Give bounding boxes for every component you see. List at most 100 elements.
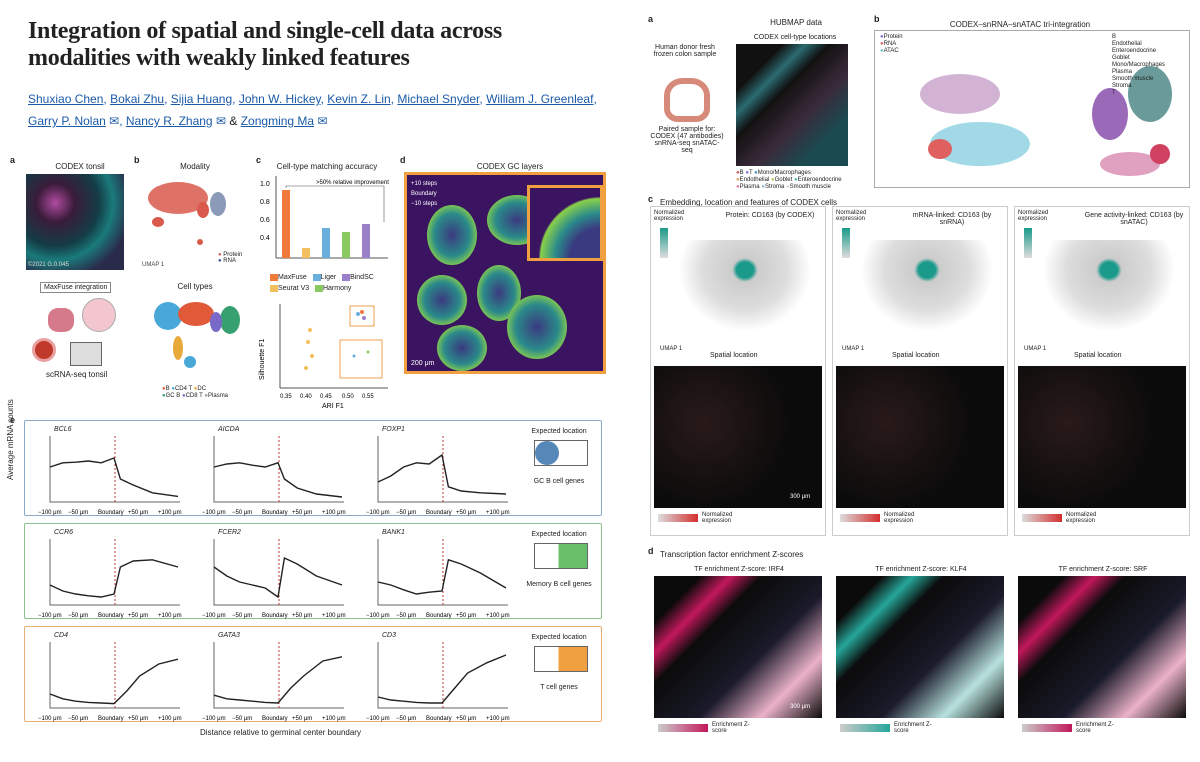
- spatial-label: Spatial location: [892, 352, 940, 359]
- gene-label: BANK1: [382, 529, 405, 536]
- svg-text:0.35: 0.35: [280, 394, 292, 400]
- panel-title: Transcription factor enrichment Z-scores: [660, 550, 804, 559]
- gene-label: CD4: [54, 632, 69, 639]
- legend-item: Enteroendocrine: [797, 177, 842, 183]
- image-stamp: ©2021 G.0.045: [28, 262, 69, 268]
- author-separator: &: [229, 114, 238, 128]
- author-link[interactable]: Kevin Z. Lin: [327, 92, 391, 106]
- legend-item: Goblet: [1112, 55, 1130, 61]
- legend-item: B: [165, 386, 170, 392]
- expression-line: [49, 457, 179, 498]
- norm-label: Normalized expression: [884, 512, 915, 524]
- svg-text:0.55: 0.55: [362, 394, 374, 400]
- svg-text:0.4: 0.4: [260, 235, 270, 242]
- x-tick-label: +100 μm: [322, 510, 346, 516]
- author-link[interactable]: William J. Greenleaf: [486, 92, 594, 106]
- email-icon[interactable]: ✉: [215, 114, 227, 128]
- gene-label: FCER2: [218, 529, 241, 536]
- color-bar: [1022, 514, 1062, 522]
- tf-title: TF enrichment Z-score: IRF4: [694, 566, 784, 573]
- gc-layers-image: +10 steps Boundary −10 steps 200 μm: [404, 172, 606, 374]
- scale-bar: 300 μm: [790, 704, 811, 710]
- legend-item: Boundary: [411, 191, 437, 197]
- legend: ●B ●T ●Mono/Macrophages ●Endothelial ●Go…: [736, 170, 842, 190]
- author-link[interactable]: Sijia Huang: [170, 92, 233, 106]
- x-tick-label: +100 μm: [486, 613, 510, 619]
- axis-line: [213, 436, 344, 503]
- x-tick-label: +50 μm: [456, 510, 476, 516]
- spatial-map: [654, 366, 822, 508]
- legend-item: MaxFuse: [278, 274, 307, 281]
- legend-item: Harmony: [322, 285, 352, 292]
- legend-item: T: [1112, 90, 1116, 96]
- axis-line: [213, 642, 344, 709]
- umap-feature: [670, 240, 820, 340]
- expected-location-icon: [534, 543, 588, 569]
- chart-annotation: >50% relative improvement: [316, 180, 389, 186]
- panel-label: b: [874, 14, 880, 24]
- tf-spatial-map: [1018, 576, 1186, 718]
- author-link[interactable]: Bokai Zhu: [110, 92, 165, 106]
- legend-item: Liger: [320, 274, 337, 281]
- author-link[interactable]: Garry P. Nolan: [28, 114, 106, 128]
- gene-label: AICDA: [218, 426, 240, 433]
- paper-title: Integration of spatial and single-cell d…: [28, 18, 502, 71]
- gene-line-plot: −100 μm −50 μm Boundary +50 μm +100 μm: [202, 436, 346, 516]
- gene-line-plot: −100 μm −50 μm Boundary +50 μm +100 μm: [38, 436, 182, 516]
- x-tick-label: Boundary: [98, 510, 124, 516]
- x-tick-label: Boundary: [98, 716, 124, 722]
- x-tick-label: −50 μm: [396, 510, 416, 516]
- author-link[interactable]: Michael Snyder: [397, 92, 480, 106]
- author-link[interactable]: Nancy R. Zhang: [125, 114, 213, 128]
- donor-text: Human donor fresh frozen colon sample: [653, 44, 717, 58]
- panel-title: CODEX GC layers: [476, 162, 544, 171]
- panel-label: c: [648, 194, 654, 204]
- expression-line: [213, 461, 343, 498]
- x-tick-label: +50 μm: [292, 510, 312, 516]
- umap-modality: UMAP 1: [142, 182, 226, 268]
- color-bar: [660, 228, 668, 258]
- spatial-map: [1018, 366, 1186, 508]
- mouth-icon: [32, 338, 56, 362]
- panel-label: c: [256, 155, 262, 165]
- feature-panel: [650, 206, 826, 536]
- legend-item: Stroma: [1112, 83, 1132, 89]
- legend-item: B: [1112, 34, 1117, 40]
- email-icon[interactable]: ✉: [317, 114, 328, 128]
- author-link[interactable]: Shuxiao Chen: [28, 92, 104, 106]
- axis-label: UMAP 1: [142, 262, 165, 268]
- legend-item: B: [739, 170, 744, 176]
- legend-item: Smooth muscle: [1112, 76, 1154, 82]
- svg-text:1.0: 1.0: [260, 181, 270, 188]
- colon-icon: [664, 78, 710, 122]
- tri-integration-panel: [874, 30, 1190, 188]
- x-tick-label: +100 μm: [158, 613, 182, 619]
- x-tick-label: Boundary: [426, 613, 452, 619]
- legend-item: Stroma: [764, 184, 785, 190]
- x-tick-label: −100 μm: [366, 613, 390, 619]
- scale-bar: 200 μm: [411, 360, 435, 367]
- x-tick-label: −100 μm: [366, 510, 390, 516]
- tf-spatial-map: [654, 576, 822, 718]
- scrna-label: scRNA-seq tonsil: [46, 370, 108, 379]
- svg-text:0.50: 0.50: [342, 394, 354, 400]
- x-tick-label: +50 μm: [292, 716, 312, 722]
- email-icon[interactable]: ✉: [109, 114, 120, 128]
- codex-celltype-map: [736, 44, 848, 166]
- x-tick-label: Boundary: [426, 510, 452, 516]
- legend-item: Mono/Macrophages: [757, 170, 811, 176]
- codex-tonsil-image: ©2021 G.0.045: [26, 174, 124, 270]
- x-tick-label: +100 μm: [158, 716, 182, 722]
- legend-item: DC: [197, 386, 207, 392]
- legend-item: CD8 T: [185, 393, 203, 399]
- author-link[interactable]: John W. Hickey: [238, 92, 321, 106]
- enrich-label: Enrichment Z-score: [1076, 722, 1114, 734]
- author-list: Shuxiao Chen, Bokai Zhu, Sijia Huang, Jo…: [28, 92, 597, 128]
- author-link[interactable]: Zongming Ma: [240, 114, 315, 128]
- expression-line: [49, 658, 179, 705]
- x-tick-label: Boundary: [262, 613, 288, 619]
- feature-title: Protein: CD163 (by CODEX): [725, 212, 815, 219]
- color-bar: [840, 514, 880, 522]
- panel-label: d: [400, 155, 406, 165]
- feature-title: Gene activity-linked: CD163 (by snATAC): [1084, 212, 1184, 226]
